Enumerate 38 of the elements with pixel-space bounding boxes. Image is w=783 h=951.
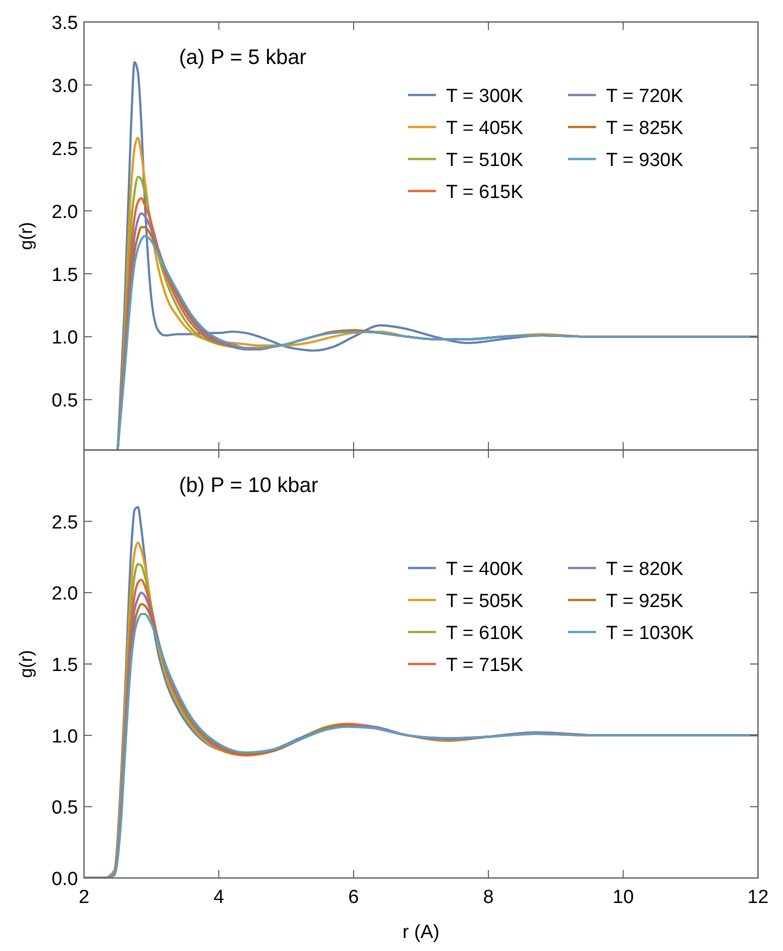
y-tick-label: 0.5 [52, 798, 78, 819]
y-tick-label: 2.5 [52, 512, 78, 534]
legend-label: T = 715K [446, 655, 524, 676]
legend-label: T = 405K [446, 118, 524, 139]
legend-label: T = 505K [446, 591, 524, 612]
x-tick-label: 12 [747, 887, 769, 908]
legend-label: T = 300K [446, 86, 524, 107]
x-tick-label: 6 [348, 887, 359, 908]
x-tick-label: 8 [483, 887, 494, 908]
legend-label: T = 820K [606, 559, 684, 580]
legend-label: T = 925K [606, 591, 684, 612]
legend-label: T = 615K [446, 182, 524, 203]
y-tick-label: 2.5 [52, 138, 78, 160]
x-tick-label: 2 [78, 887, 90, 908]
legend-label: T = 720K [606, 86, 684, 107]
y-tick-label: 1.5 [52, 655, 78, 676]
legend-label: T = 510K [446, 150, 524, 171]
x-tick-label: 4 [214, 887, 225, 908]
y-tick-label: 1.0 [52, 726, 78, 748]
x-axis-title: r (A) [402, 922, 440, 943]
legend-label: T = 825K [606, 118, 684, 139]
y-tick-label: 0.0 [52, 869, 78, 890]
y-tick-label: 3.5 [52, 13, 78, 34]
y-tick-label: 0.5 [52, 390, 78, 412]
y-tick-label: 1.5 [52, 264, 78, 286]
y-axis-title: g(r) [16, 650, 36, 678]
y-tick-label: 2.0 [52, 202, 78, 223]
y-axis-title: g(r) [16, 222, 36, 250]
y-tick-label: 2.0 [52, 584, 78, 605]
legend-label: T = 1030K [606, 623, 694, 644]
y-tick-label: 3.0 [52, 76, 78, 97]
x-tick-label: 10 [612, 887, 634, 908]
legend-label: T = 930K [606, 150, 684, 171]
legend-label: T = 400K [446, 559, 524, 580]
y-tick-label: 1.0 [52, 328, 78, 349]
text: (b) P = 10 kbar [179, 474, 318, 497]
text: (a) P = 5 kbar [179, 46, 306, 69]
legend-label: T = 610K [446, 623, 524, 644]
